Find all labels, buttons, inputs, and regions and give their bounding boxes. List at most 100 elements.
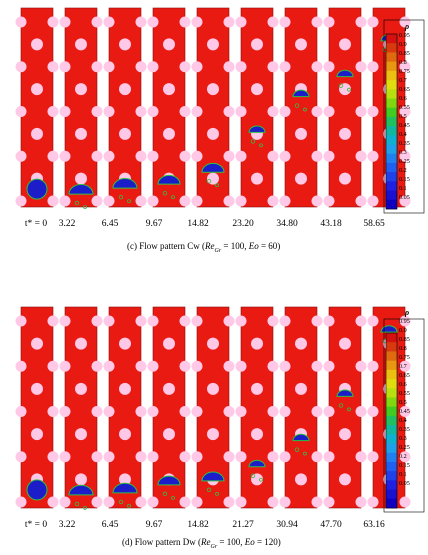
obstacle <box>163 83 175 96</box>
obstacle <box>267 150 279 162</box>
obstacle <box>223 106 235 117</box>
legend-label-c: 0.7 <box>399 77 407 84</box>
obstacle <box>75 83 87 96</box>
obstacle <box>339 337 351 350</box>
time-label-d-7: 47.70 <box>320 520 342 530</box>
obstacle <box>119 382 131 395</box>
obstacle <box>75 473 87 486</box>
obstacle <box>339 172 351 185</box>
obstacle <box>367 496 379 508</box>
obstacle <box>75 127 87 140</box>
legend-swatch <box>386 98 397 108</box>
obstacle <box>267 195 279 207</box>
legend-label-c: 0.25 <box>399 158 410 165</box>
obstacle <box>179 106 191 117</box>
obstacle <box>323 150 335 162</box>
obstacle <box>147 150 159 162</box>
obstacle <box>163 127 175 140</box>
satellite-bubble <box>303 107 307 112</box>
obstacle <box>135 106 147 117</box>
satellite-bubble <box>294 103 300 108</box>
obstacle <box>91 360 103 372</box>
obstacle <box>279 195 291 207</box>
obstacle <box>103 451 115 463</box>
legend-label-d: 0.2 <box>399 453 407 460</box>
obstacle <box>355 106 367 117</box>
obstacle <box>323 315 335 327</box>
obstacle <box>235 315 247 327</box>
obstacle <box>267 451 279 463</box>
obstacle <box>323 451 335 463</box>
obstacle <box>295 127 307 140</box>
obstacle <box>147 406 159 417</box>
legend-swatch <box>386 144 397 155</box>
time-label-c-6: 34.80 <box>276 219 298 229</box>
gas-bubble <box>201 162 225 173</box>
obstacle <box>279 150 291 162</box>
time-label-c-8: 58.65 <box>363 219 385 229</box>
obstacle <box>339 473 351 486</box>
obstacle <box>235 106 247 117</box>
time-label-c-2: 6.45 <box>101 219 119 229</box>
obstacle <box>251 382 263 395</box>
obstacle <box>179 16 191 28</box>
obstacle <box>355 61 367 73</box>
obstacle <box>15 106 27 117</box>
obstacle <box>147 360 159 372</box>
obstacle <box>15 496 27 508</box>
legend-title-d: ρ <box>405 308 410 317</box>
obstacle <box>267 106 279 117</box>
obstacle <box>15 360 27 372</box>
obstacle <box>367 195 379 207</box>
obstacle <box>91 195 103 207</box>
gas-bubble <box>336 69 354 78</box>
obstacle <box>207 83 219 96</box>
obstacle <box>323 406 335 417</box>
obstacle <box>399 106 411 117</box>
satellite-bubble <box>162 491 168 497</box>
obstacle <box>311 61 323 73</box>
obstacle <box>119 428 131 441</box>
obstacle <box>223 451 235 463</box>
legend-label-c: 0.8 <box>399 59 407 66</box>
obstacle <box>223 496 235 508</box>
legend-label-d: 0.45 <box>399 408 410 415</box>
obstacle <box>59 150 71 162</box>
legend-label-c: 0.95 <box>399 32 410 39</box>
legend-swatch <box>386 415 397 426</box>
time-label-d-8: 63.16 <box>363 520 385 530</box>
legend-label-d: 0.15 <box>399 462 410 469</box>
obstacle <box>59 315 71 327</box>
time-label-c-4: 14.82 <box>187 219 209 229</box>
gas-bubble <box>292 89 310 98</box>
legend-label-d: 0.6 <box>399 381 407 388</box>
obstacle <box>191 451 203 463</box>
legend-swatch <box>386 342 397 352</box>
obstacle <box>75 172 87 185</box>
obstacle <box>179 496 191 508</box>
obstacle <box>223 315 235 327</box>
obstacle <box>119 38 131 51</box>
obstacle <box>119 127 131 140</box>
satellite-bubble <box>127 503 131 508</box>
legend-label-c: 0.05 <box>399 194 410 201</box>
obstacle <box>323 195 335 207</box>
obstacle <box>47 360 59 372</box>
gas-bubble <box>201 471 225 482</box>
obstacle <box>279 315 291 327</box>
obstacle <box>355 451 367 463</box>
obstacle <box>179 315 191 327</box>
obstacle <box>191 16 203 28</box>
gas-bubble <box>380 325 398 333</box>
legend-label-d: 0.25 <box>399 444 410 451</box>
legend-label-c: 0.9 <box>399 41 407 48</box>
legend-label-c: 0.85 <box>399 50 410 57</box>
gas-bubble <box>26 479 48 501</box>
obstacle <box>223 406 235 417</box>
obstacle <box>295 473 307 486</box>
obstacle <box>191 496 203 508</box>
legend-label-c: 0.65 <box>399 86 410 93</box>
time-label-c-1: 3.22 <box>58 219 76 229</box>
obstacle <box>135 315 147 327</box>
legend-label-c: 0.45 <box>399 122 410 129</box>
